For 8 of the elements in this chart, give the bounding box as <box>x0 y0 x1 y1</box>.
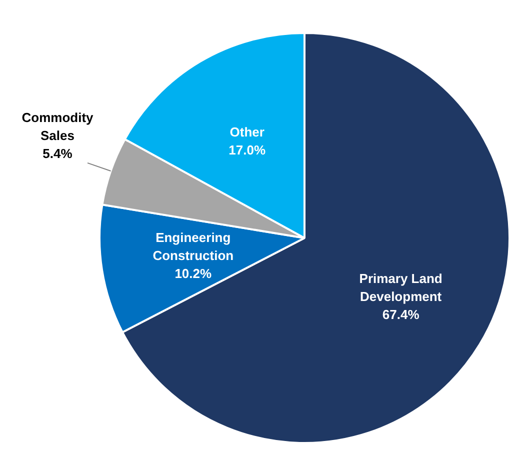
slice-label: Primary Land Development <box>359 271 442 304</box>
slice-label: Other <box>230 124 264 140</box>
data-label: 10.2% <box>174 266 212 282</box>
slice-label: Engineering Construction <box>152 230 234 264</box>
data-label: 67.4% <box>382 307 420 322</box>
data-label: 17.0% <box>228 142 266 158</box>
slice-label: Commodity Sales <box>22 110 94 143</box>
data-label: 5.4% <box>42 146 73 161</box>
